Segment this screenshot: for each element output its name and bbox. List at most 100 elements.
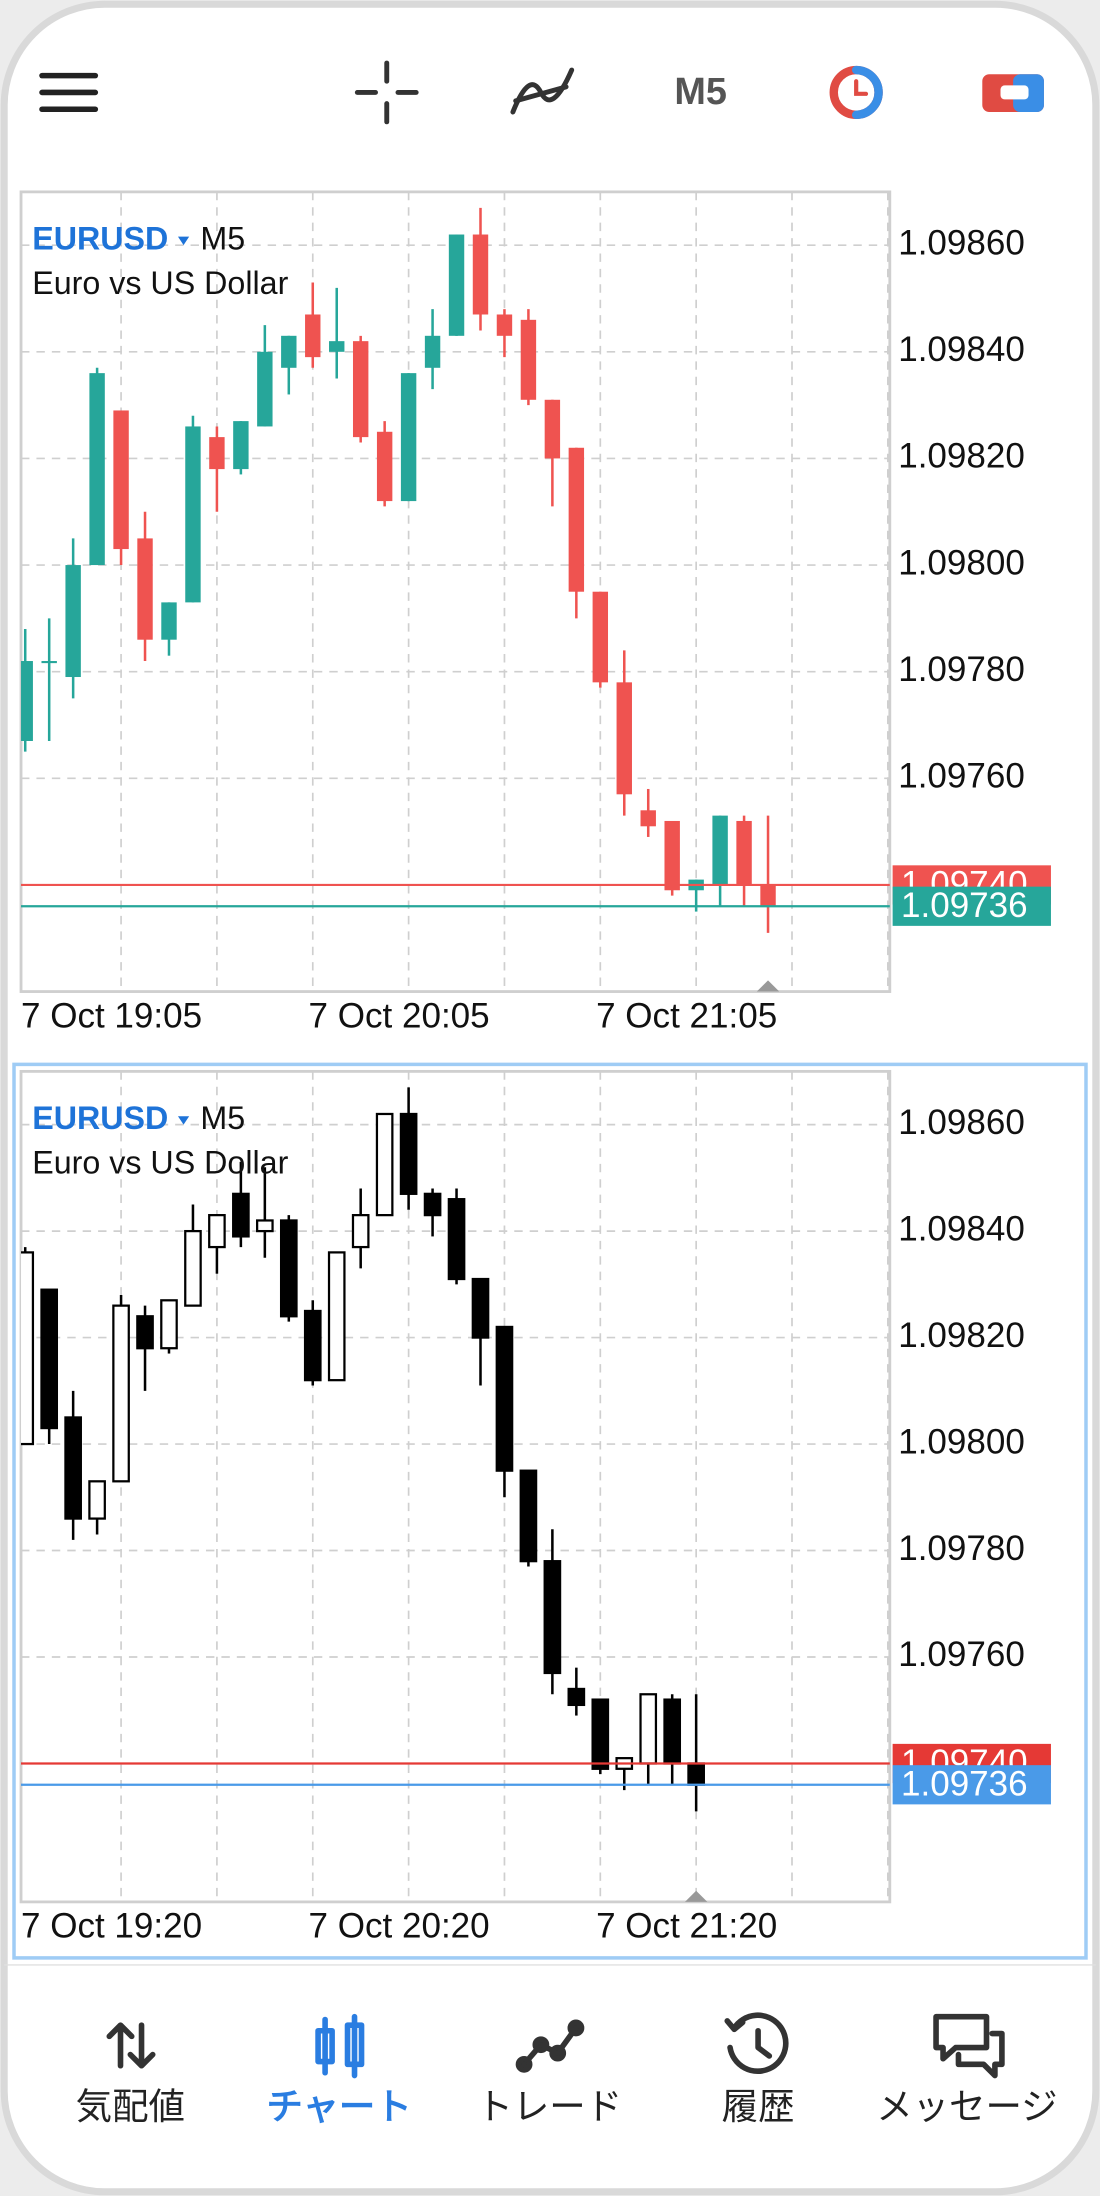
candle-body xyxy=(663,1698,682,1765)
chart: 1.09860 1.09840 1.09820 1.09800 1.09780 1.097… xyxy=(19,190,1051,1035)
candle-body xyxy=(281,335,297,368)
candle-body xyxy=(64,1416,82,1520)
candle-body xyxy=(21,661,33,741)
x-tick-label: 7 Oct 19:05 xyxy=(21,996,202,1035)
bid-label-bg xyxy=(892,1765,1051,1805)
candle-body xyxy=(640,810,656,827)
candle-body xyxy=(375,1112,394,1217)
candle-body xyxy=(712,815,728,885)
candle-body xyxy=(89,373,105,566)
y-tick-label: 1.09860 xyxy=(898,223,1025,262)
candle-body xyxy=(519,1469,538,1563)
trade-icon[interactable] xyxy=(515,2019,585,2073)
candle-body xyxy=(543,1560,562,1675)
clock-button[interactable] xyxy=(829,65,883,120)
y-tick-label: 1.09840 xyxy=(898,1209,1025,1248)
y-tick-label: 1.09800 xyxy=(898,543,1025,582)
candle-body xyxy=(591,1698,610,1770)
candle-body xyxy=(423,1192,442,1217)
candle-body xyxy=(544,399,561,459)
bid-label-bg xyxy=(892,886,1051,926)
candle-body xyxy=(21,1251,35,1446)
y-tick-label: 1.09820 xyxy=(898,1316,1025,1355)
nav-labels: 気配値 チャート トレード 履歴 メッセージ xyxy=(76,2086,1058,2127)
candle-body xyxy=(472,234,489,315)
candle-body xyxy=(137,538,153,640)
symbol: EURUSD xyxy=(32,220,168,256)
trade-toggle-button[interactable] xyxy=(982,74,1044,113)
y-tick-label: 1.09780 xyxy=(898,1529,1025,1568)
candle-body xyxy=(257,351,273,427)
candle-body xyxy=(424,335,441,368)
y-tick-label: 1.09800 xyxy=(898,1422,1025,1461)
candle-body xyxy=(65,565,81,678)
candle-body xyxy=(41,661,57,664)
candle-body xyxy=(400,373,417,502)
nav-label[interactable]: メッセージ xyxy=(876,2086,1057,2127)
candle-body xyxy=(592,591,609,683)
nav-label[interactable]: 気配値 xyxy=(76,2086,185,2127)
candle-body xyxy=(40,1288,59,1430)
candle-body xyxy=(256,1219,274,1233)
candle-body xyxy=(664,820,680,891)
candle-body xyxy=(639,1693,658,1765)
candle-body xyxy=(208,1214,226,1249)
candle-body xyxy=(136,1315,154,1350)
current-marker xyxy=(684,1890,708,1902)
quotes-icon[interactable] xyxy=(106,2022,156,2069)
bid-label: 1.09736 xyxy=(901,1764,1028,1803)
menu-button[interactable] xyxy=(39,72,99,113)
description: Euro vs US Dollar xyxy=(32,1145,288,1181)
candle-body xyxy=(352,341,369,438)
toolbar xyxy=(39,60,1044,125)
y-tick-label: 1.09760 xyxy=(898,1635,1025,1674)
candle-body xyxy=(520,319,537,400)
candle-body xyxy=(351,1214,370,1249)
timeframe: M5 xyxy=(200,1100,245,1136)
x-tick-label: 7 Oct 21:05 xyxy=(596,996,777,1035)
candle-body xyxy=(687,1762,705,1786)
candle-body xyxy=(305,314,321,358)
symbol-dropdown xyxy=(177,1116,190,1125)
description: Euro vs US Dollar xyxy=(32,265,288,301)
indicator-button[interactable] xyxy=(510,67,575,115)
candle-body xyxy=(209,437,225,470)
plot-frame xyxy=(19,1069,892,1904)
nav-label[interactable]: 履歴 xyxy=(722,2086,795,2127)
candle-body xyxy=(616,682,632,795)
candle-body xyxy=(185,426,201,603)
messages-icon[interactable] xyxy=(933,2013,1005,2079)
candle-body xyxy=(113,410,129,550)
candle-body xyxy=(184,1229,202,1307)
x-tick-label: 7 Oct 19:20 xyxy=(21,1907,202,1946)
plot-frame xyxy=(19,190,892,993)
y-tick-label: 1.09820 xyxy=(898,437,1025,476)
timeframe-button[interactable]: M5 xyxy=(674,71,727,113)
candles xyxy=(21,1087,705,1812)
symbol-dropdown xyxy=(177,236,190,246)
candle-body xyxy=(376,431,393,502)
candle-body xyxy=(568,447,585,592)
candle-body xyxy=(232,1192,250,1238)
crosshair-button[interactable] xyxy=(354,60,419,125)
y-tick-label: 1.09860 xyxy=(898,1103,1025,1142)
chart-icon[interactable] xyxy=(315,2013,365,2079)
candle-body xyxy=(161,602,177,640)
candle-body xyxy=(279,1219,298,1318)
candle-body xyxy=(327,1251,346,1382)
nav-label[interactable]: チャート xyxy=(266,2086,411,2127)
candle-body xyxy=(399,1112,418,1195)
current-marker xyxy=(756,980,780,992)
nav-label[interactable]: トレード xyxy=(476,2086,622,2127)
history-icon[interactable] xyxy=(724,2012,789,2075)
candle-body xyxy=(496,314,513,336)
timeframe: M5 xyxy=(200,220,245,256)
candles xyxy=(21,207,776,933)
selected-chart-frame xyxy=(12,1062,1088,1960)
symbol: EURUSD xyxy=(32,1100,168,1136)
candle-body xyxy=(760,884,776,907)
candle-body xyxy=(303,1309,322,1382)
